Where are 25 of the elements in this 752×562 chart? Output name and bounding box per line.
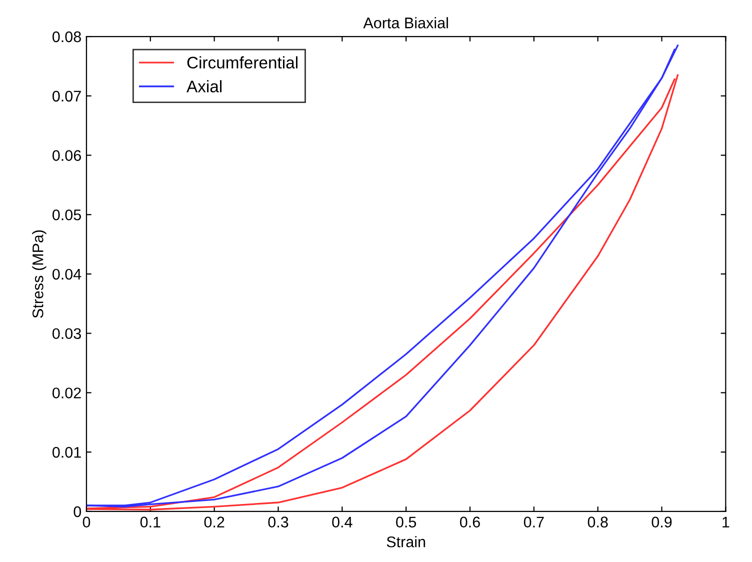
y-tick-label: 0.06 xyxy=(52,150,81,161)
legend-label: Circumferential xyxy=(187,56,298,69)
x-tick-label: 0.4 xyxy=(332,516,352,528)
x-tick-label: 0.1 xyxy=(140,516,160,528)
x-tick-label: 0.2 xyxy=(204,516,224,528)
x-axis-title: Strain xyxy=(386,536,426,548)
y-tick-label: 0.05 xyxy=(52,209,81,220)
y-tick-label: 0.07 xyxy=(52,90,81,102)
x-tick-label: 0 xyxy=(82,516,90,528)
chart-title: Aorta Biaxial xyxy=(363,17,448,28)
x-tick-label: 0.7 xyxy=(524,516,544,528)
y-tick-label: 0.02 xyxy=(52,388,81,398)
x-tick-label: 0.6 xyxy=(460,516,480,528)
x-tick-label: 0.5 xyxy=(396,516,416,528)
y-tick-label: 0 xyxy=(74,506,82,518)
y-tick-label: 0.08 xyxy=(52,31,81,42)
y-axis-title: Stress (MPa) xyxy=(32,230,46,318)
x-tick-label: 1 xyxy=(722,516,730,528)
x-tick-label: 0.9 xyxy=(652,516,672,528)
x-tick-label: 0.8 xyxy=(588,516,608,528)
y-tick-label: 0.03 xyxy=(52,328,81,340)
y-tick-label: 0.01 xyxy=(52,446,81,458)
y-tick-label: 0.04 xyxy=(52,268,82,280)
legend-label: Axial xyxy=(186,80,222,92)
x-tick-label: 0.3 xyxy=(268,516,288,528)
